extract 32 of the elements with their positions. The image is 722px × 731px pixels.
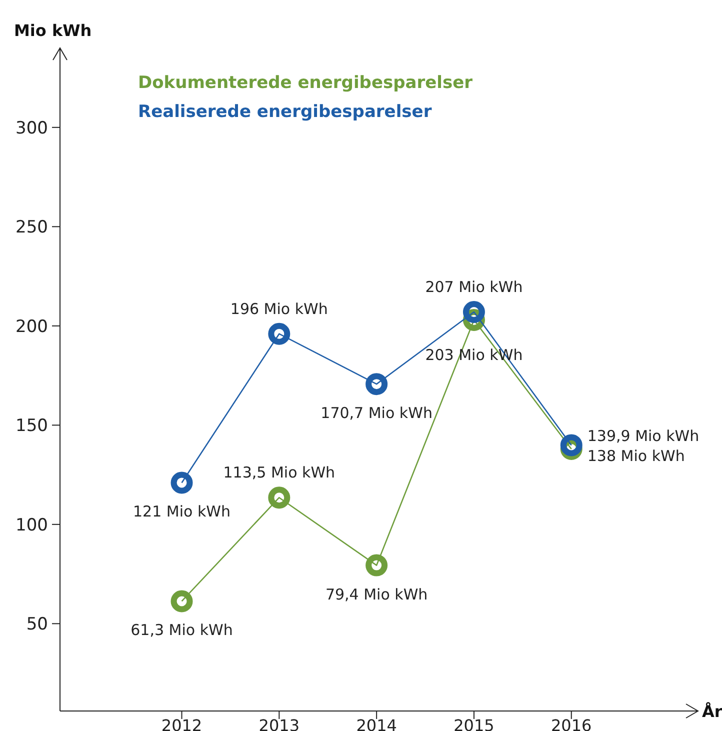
y-tick-label: 50 xyxy=(26,614,48,635)
x-tick-label: 2014 xyxy=(356,716,397,731)
y-tick-label: 300 xyxy=(16,118,48,138)
x-tick-label: 2012 xyxy=(161,716,202,731)
x-tick-label: 2016 xyxy=(551,716,592,731)
data-label: 61,3 Mio kWh xyxy=(130,621,233,640)
x-tick-label: 2013 xyxy=(258,716,300,731)
y-axis-title: Mio kWh xyxy=(14,21,92,40)
point xyxy=(170,590,193,612)
x-tick-label: 2015 xyxy=(454,716,494,731)
data-label: 79,4 Mio kWh xyxy=(325,585,428,604)
point xyxy=(366,373,388,396)
y-tick-label: 250 xyxy=(16,218,48,238)
y-tick-label: 150 xyxy=(16,416,48,436)
x-axis-title: År xyxy=(702,702,722,721)
data-label: 170,7 Mio kWh xyxy=(320,404,432,422)
point xyxy=(170,472,193,494)
text: Realiserede energibesparelser xyxy=(138,102,432,122)
point xyxy=(366,554,388,576)
y-tick-label: 100 xyxy=(16,515,48,536)
data-label: 207 Mio kWh xyxy=(425,278,523,296)
point xyxy=(268,486,290,509)
data-label: 113,5 Mio kWh xyxy=(223,464,336,482)
data-label: 138 Mio kWh xyxy=(587,446,685,465)
point xyxy=(462,301,485,324)
text: Dokumenterede energibesparelser xyxy=(138,73,474,93)
point xyxy=(560,434,582,456)
point xyxy=(268,322,290,345)
y-tick-label: 200 xyxy=(16,316,48,337)
data-label: 196 Mio kWh xyxy=(230,300,328,318)
data-label: 139,9 Mio kWh xyxy=(587,427,700,446)
data-label: 121 Mio kWh xyxy=(133,502,230,521)
